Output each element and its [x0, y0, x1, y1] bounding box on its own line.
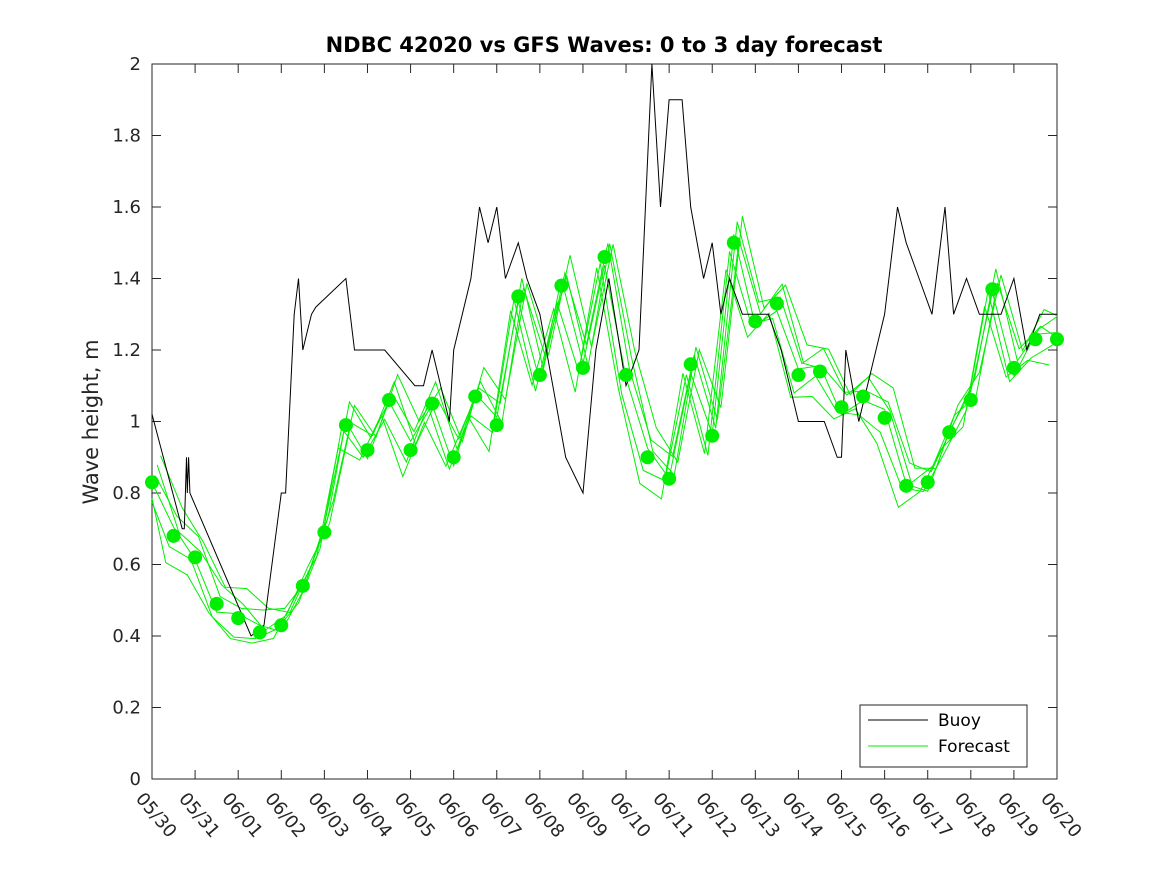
- forecast-point: [662, 471, 677, 486]
- forecast-point: [640, 450, 655, 465]
- y-tick-label: 0.8: [112, 483, 141, 504]
- y-tick-label: 1.4: [112, 269, 141, 290]
- legend-label-buoy: Buoy: [938, 711, 981, 731]
- forecast-point: [317, 525, 332, 540]
- forecast-point: [468, 389, 483, 404]
- forecast-point: [920, 475, 935, 490]
- y-axis-label: Wave height, m: [79, 339, 103, 504]
- forecast-point: [145, 475, 159, 490]
- forecast-point: [295, 578, 310, 593]
- y-tick-label: 0.4: [112, 626, 141, 647]
- forecast-point: [1028, 332, 1043, 347]
- y-tick-label: 0.2: [112, 698, 141, 719]
- forecast-point: [834, 400, 849, 415]
- forecast-point: [877, 410, 892, 425]
- forecast-point: [856, 389, 871, 404]
- y-tick-label: 1.6: [112, 197, 141, 218]
- forecast-point: [619, 368, 634, 383]
- forecast-point: [532, 368, 547, 383]
- y-tick-label: 0.6: [112, 555, 141, 576]
- buoy-line: [151, 63, 1057, 637]
- legend: Buoy Forecast: [859, 704, 1028, 768]
- forecast-point: [209, 596, 224, 611]
- forecast-point: [382, 393, 397, 408]
- forecast-point: [963, 393, 978, 408]
- forecast-point: [188, 550, 203, 565]
- forecast-point: [597, 250, 612, 265]
- y-tick-label: 2: [130, 54, 141, 75]
- forecast-point: [403, 443, 418, 458]
- forecast-point: [511, 289, 526, 304]
- y-tick-label: 1.2: [112, 340, 141, 361]
- forecast-point: [812, 364, 827, 379]
- forecast-point: [252, 625, 267, 640]
- forecast-point: [748, 314, 763, 329]
- forecast-point: [726, 235, 741, 250]
- forecast-point: [769, 296, 784, 311]
- forecast-point: [166, 528, 181, 543]
- y-tick-label: 1: [130, 412, 141, 433]
- chart-title: NDBC 42020 vs GFS Waves: 0 to 3 day fore…: [326, 33, 883, 57]
- legend-box: [859, 704, 1028, 768]
- forecast-point: [899, 478, 914, 493]
- forecast-point: [231, 611, 246, 626]
- legend-label-forecast: Forecast: [938, 737, 1010, 757]
- forecast-point: [554, 278, 569, 293]
- y-tick-label: 0: [130, 769, 141, 790]
- forecast-point: [274, 618, 289, 633]
- forecast-point: [489, 418, 504, 433]
- forecast-point: [360, 443, 375, 458]
- forecast-point: [446, 450, 461, 465]
- forecast-point: [791, 368, 806, 383]
- forecast-point: [425, 396, 440, 411]
- forecast-point: [338, 418, 353, 433]
- forecast-point: [1006, 360, 1021, 375]
- forecast-point: [1050, 332, 1064, 347]
- forecast-point: [705, 428, 720, 443]
- forecast-line: [151, 267, 1050, 644]
- forecast-point: [942, 425, 957, 440]
- forecast-point: [985, 282, 1000, 297]
- y-tick-label: 1.8: [112, 126, 141, 147]
- forecast-point: [575, 360, 590, 375]
- forecast-point: [683, 357, 698, 372]
